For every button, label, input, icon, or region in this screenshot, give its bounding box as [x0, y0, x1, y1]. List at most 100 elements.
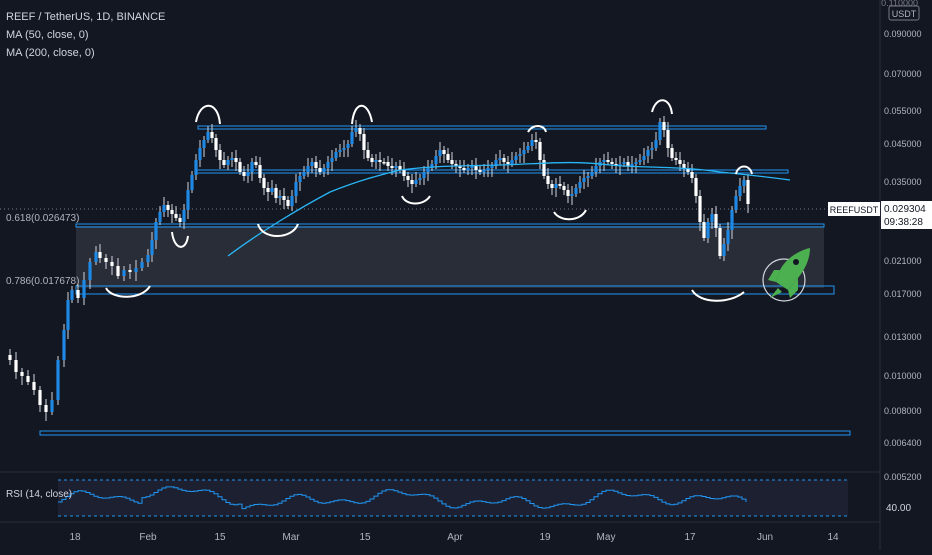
candle[interactable] [110, 256, 114, 275]
candle[interactable] [210, 124, 214, 143]
candle[interactable] [486, 160, 490, 177]
candle[interactable] [474, 158, 478, 179]
candle[interactable] [226, 156, 230, 170]
candle[interactable] [446, 148, 450, 163]
candle[interactable] [674, 152, 678, 165]
candle[interactable] [666, 122, 670, 157]
candle[interactable] [338, 144, 342, 157]
candle[interactable] [586, 172, 590, 187]
candle[interactable] [218, 144, 222, 169]
candle[interactable] [38, 386, 42, 412]
time-axis-label[interactable]: 15 [359, 532, 371, 543]
candle[interactable] [346, 140, 350, 157]
candle[interactable] [140, 258, 144, 271]
time-axis[interactable]: 18 Feb 15 Mar 15 Apr 19 May 17 Jun 14 [69, 532, 839, 543]
candle[interactable] [522, 142, 526, 163]
candle[interactable] [198, 140, 202, 167]
time-axis-label[interactable]: 19 [539, 532, 551, 543]
candle[interactable] [414, 172, 418, 187]
candle[interactable] [518, 148, 522, 163]
candle[interactable] [116, 258, 120, 279]
time-axis-label[interactable]: 15 [214, 532, 226, 543]
candle[interactable] [326, 156, 330, 175]
candle[interactable] [32, 374, 36, 395]
candle[interactable] [634, 158, 638, 173]
candle[interactable] [26, 370, 30, 385]
candle[interactable] [714, 206, 718, 237]
candle[interactable] [710, 208, 714, 229]
candle[interactable] [490, 162, 494, 177]
currency-box[interactable] [888, 5, 920, 21]
candle[interactable] [546, 168, 550, 189]
candle[interactable] [462, 160, 466, 173]
candle[interactable] [514, 152, 518, 165]
candle[interactable] [70, 286, 74, 303]
candle[interactable] [534, 132, 538, 149]
candle[interactable] [302, 166, 306, 179]
candle[interactable] [274, 184, 278, 203]
candle[interactable] [202, 136, 206, 157]
time-axis-label[interactable]: 17 [684, 532, 696, 543]
candle[interactable] [502, 154, 506, 169]
candle[interactable] [470, 160, 474, 175]
candle[interactable] [530, 134, 534, 151]
candle[interactable] [558, 176, 562, 189]
candle[interactable] [222, 152, 226, 168]
candle[interactable] [378, 152, 382, 171]
time-axis-label[interactable]: Jun [757, 532, 773, 543]
candle[interactable] [426, 160, 430, 181]
candle[interactable] [550, 180, 554, 195]
candle[interactable] [398, 160, 402, 173]
candle[interactable] [526, 142, 530, 153]
candle[interactable] [350, 126, 354, 147]
candle[interactable] [630, 156, 634, 173]
candle[interactable] [62, 324, 66, 367]
candle[interactable] [478, 166, 482, 175]
candle[interactable] [386, 156, 390, 171]
candle[interactable] [266, 182, 270, 201]
candle[interactable] [134, 260, 138, 281]
candle[interactable] [582, 170, 586, 189]
candle[interactable] [702, 214, 706, 241]
candle[interactable] [642, 148, 646, 165]
candle[interactable] [318, 160, 322, 175]
candle[interactable] [626, 156, 630, 171]
candle[interactable] [330, 150, 334, 171]
candle[interactable] [738, 178, 742, 201]
symbol-title[interactable]: REEF / TetherUS, 1D, BINANCE [6, 11, 165, 23]
candle[interactable] [406, 172, 410, 187]
candle[interactable] [742, 176, 746, 193]
fib-786-box[interactable] [75, 285, 835, 295]
candle[interactable] [122, 266, 126, 281]
candle[interactable] [670, 144, 674, 161]
candle[interactable] [234, 150, 238, 171]
candle[interactable] [254, 156, 258, 168]
candle[interactable] [394, 162, 398, 177]
rsi-label[interactable]: RSI (14, close) [6, 489, 72, 500]
candle[interactable] [170, 204, 174, 223]
candle[interactable] [554, 178, 558, 197]
candle[interactable] [238, 158, 242, 175]
candle[interactable] [50, 392, 54, 415]
candle[interactable] [370, 154, 374, 167]
candle[interactable] [734, 190, 738, 213]
candle[interactable] [334, 148, 338, 161]
candle[interactable] [166, 201, 170, 217]
candle[interactable] [638, 154, 642, 165]
candle[interactable] [610, 158, 614, 169]
candle[interactable] [262, 174, 266, 195]
candle[interactable] [242, 166, 246, 181]
candle[interactable] [606, 152, 610, 165]
candle[interactable] [746, 174, 750, 213]
candle[interactable] [214, 134, 218, 157]
candle[interactable] [230, 152, 234, 167]
candle[interactable] [290, 190, 294, 211]
candle[interactable] [434, 150, 438, 169]
candle[interactable] [410, 174, 414, 193]
candle[interactable] [314, 156, 318, 177]
candle[interactable] [726, 222, 730, 251]
candle[interactable] [190, 171, 194, 193]
time-axis-label[interactable]: Apr [447, 532, 463, 543]
resistance-line-top[interactable] [197, 125, 767, 130]
candle[interactable] [646, 146, 650, 163]
